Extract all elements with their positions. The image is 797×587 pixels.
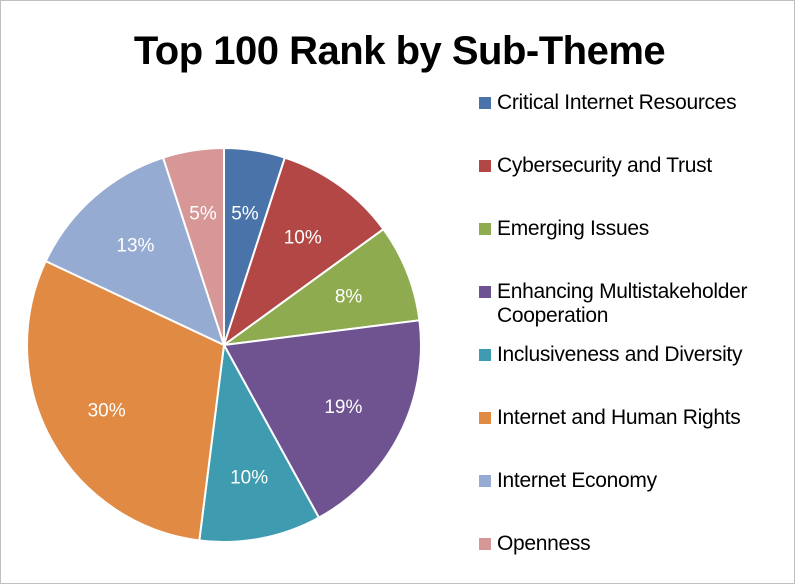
- legend-swatch: [479, 475, 491, 487]
- legend-item-inclusiveness-and-diversity: Inclusiveness and Diversity: [479, 343, 789, 367]
- pie-slice-cybersecurity-and-trust: [222, 156, 385, 348]
- legend-swatch: [479, 349, 491, 361]
- legend-label: Emerging Issues: [497, 217, 649, 240]
- data-label-critical-internet-resources: 5%: [231, 204, 259, 225]
- legend-label: Cybersecurity and Trust: [497, 154, 712, 177]
- legend-label: Internet Economy: [497, 469, 657, 492]
- legend-swatch: [479, 223, 491, 235]
- pie-slice-openness: [161, 146, 225, 346]
- pie-slice-emerging-issues: [223, 227, 421, 346]
- legend-swatch: [479, 538, 491, 550]
- legend-label: Enhancing Multistakeholder Cooperation: [497, 280, 748, 327]
- legend-item-internet-and-human-rights: Internet and Human Rights: [479, 406, 789, 430]
- legend-item-enhancing-multistakeholder-cooperation: Enhancing Multistakeholder Cooperation: [479, 280, 789, 328]
- pie-slice-inclusiveness-and-diversity: [198, 341, 321, 543]
- data-label-cybersecurity-and-trust: 10%: [284, 228, 322, 249]
- legend-item-critical-internet-resources: Critical Internet Resources: [479, 91, 789, 115]
- legend-label: Internet and Human Rights: [497, 406, 741, 429]
- legend-item-openness: Openness: [479, 532, 789, 556]
- data-label-enhancing-multistakeholder-cooperation: 19%: [324, 397, 362, 418]
- data-label-openness: 5%: [189, 204, 217, 225]
- legend-swatch: [479, 412, 491, 424]
- pie-slice-enhancing-multistakeholder-cooperation: [222, 319, 422, 519]
- data-label-internet-economy: 13%: [116, 236, 154, 257]
- legend-swatch: [479, 97, 491, 109]
- legend-item-emerging-issues: Emerging Issues: [479, 217, 789, 241]
- data-label-internet-and-human-rights: 30%: [88, 401, 126, 422]
- legend-label: Inclusiveness and Diversity: [497, 343, 743, 366]
- legend-swatch: [479, 286, 491, 298]
- legend-item-cybersecurity-and-trust: Cybersecurity and Trust: [479, 154, 789, 178]
- pie-slice-internet-economy: [44, 156, 226, 347]
- chart-title: Top 100 Rank by Sub-Theme: [133, 29, 666, 73]
- legend-label: Openness: [497, 532, 591, 555]
- pie-slice-internet-and-human-rights: [26, 259, 226, 542]
- data-label-inclusiveness-and-diversity: 10%: [230, 468, 268, 489]
- legend-label: Critical Internet Resources: [497, 91, 737, 114]
- data-label-emerging-issues: 8%: [335, 287, 363, 308]
- legend-swatch: [479, 160, 491, 172]
- legend-item-internet-economy: Internet Economy: [479, 469, 789, 493]
